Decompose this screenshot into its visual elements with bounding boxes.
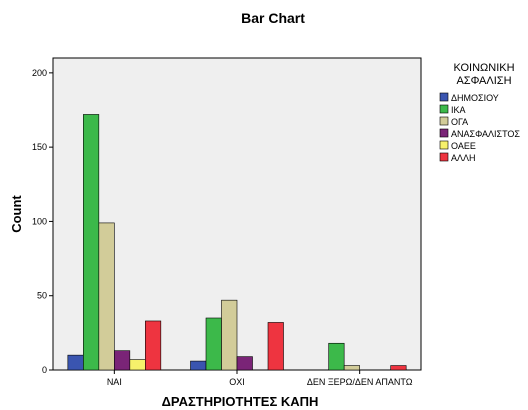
x-axis-title: ΔΡΑΣΤΗΡΙΟΤΗΤΕΣ ΚΑΠΗ bbox=[162, 394, 319, 409]
bar bbox=[390, 365, 407, 371]
legend-label: ΔΗΜΟΣΙΟΥ bbox=[451, 93, 499, 103]
y-tick-label: 100 bbox=[32, 216, 47, 226]
legend-swatch bbox=[439, 128, 449, 138]
y-tick-label: 0 bbox=[42, 365, 47, 375]
legend-title-line: ΑΣΦΑΛΙΣΗ bbox=[456, 75, 511, 87]
bar bbox=[190, 360, 207, 371]
legend-label: ΙΚΑ bbox=[451, 105, 466, 115]
legend-label: ΟΑΕΕ bbox=[451, 141, 476, 151]
bar bbox=[114, 350, 131, 371]
bar bbox=[67, 354, 84, 371]
legend-swatch bbox=[439, 104, 449, 114]
x-tick-label: ΟΧΙ bbox=[229, 377, 245, 387]
y-tick-label: 150 bbox=[32, 142, 47, 152]
legend-swatch bbox=[439, 116, 449, 126]
bar bbox=[98, 222, 115, 371]
legend-swatch bbox=[439, 92, 449, 102]
y-tick-label: 200 bbox=[32, 68, 47, 78]
y-axis: 0 50 100 150 200 bbox=[32, 68, 53, 375]
bar bbox=[267, 322, 284, 371]
y-tick-label: 50 bbox=[37, 291, 47, 301]
bar bbox=[205, 317, 222, 371]
legend-swatch bbox=[439, 152, 449, 162]
bar bbox=[328, 342, 345, 371]
x-tick-label: ΔΕΝ ΞΕΡΩ/ΔΕΝ ΑΠΑΝΤΩ bbox=[307, 377, 413, 387]
bar bbox=[221, 299, 238, 371]
y-axis-title: Count bbox=[9, 195, 24, 233]
legend-label: ΑΝΑΣΦΑΛΙΣΤΟΣ bbox=[451, 129, 520, 139]
bar bbox=[236, 356, 253, 371]
x-tick-label: ΝΑΙ bbox=[107, 377, 122, 387]
bars bbox=[67, 114, 407, 371]
bar bbox=[83, 114, 100, 371]
bar bbox=[129, 359, 146, 371]
bar bbox=[343, 365, 360, 371]
bar bbox=[145, 320, 162, 371]
legend-label: ΟΓΑ bbox=[451, 117, 468, 127]
chart-title: Bar Chart bbox=[241, 10, 305, 26]
legend-label: ΑΛΛΗ bbox=[451, 153, 476, 163]
x-axis: ΝΑΙ ΟΧΙ ΔΕΝ ΞΕΡΩ/ΔΕΝ ΑΠΑΝΤΩ bbox=[107, 370, 413, 387]
legend-swatch bbox=[439, 140, 449, 150]
legend-title-line: ΚΟΙΝΩΝΙΚΗ bbox=[453, 62, 514, 74]
